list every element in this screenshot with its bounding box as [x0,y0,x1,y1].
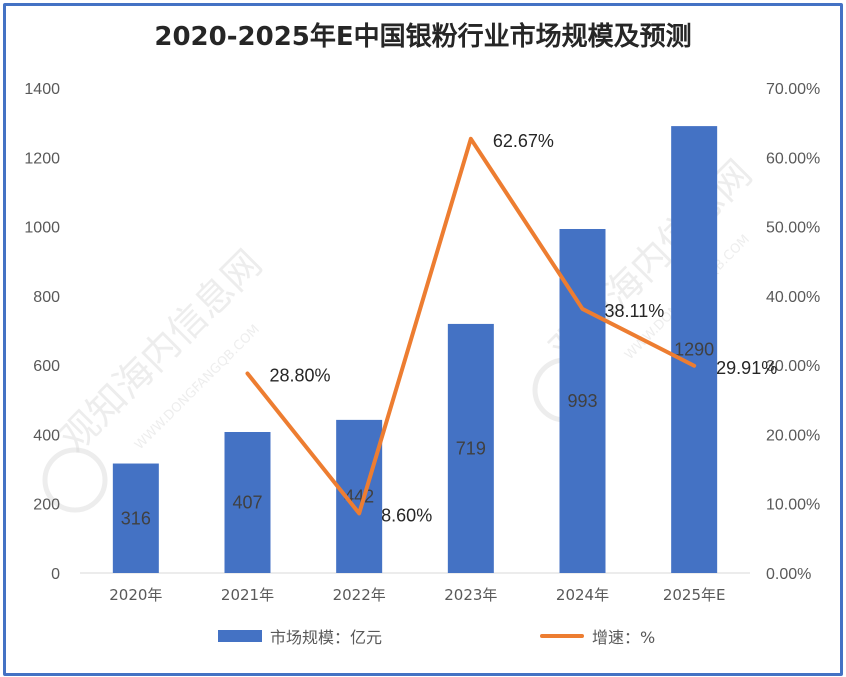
left-tick-label: 600 [33,358,60,375]
bar-data-label: 316 [121,508,151,528]
line-data-label: 62.67% [493,131,554,151]
line-data-label: 38.11% [605,301,665,321]
left-tick-label: 200 [33,497,60,514]
watermark-layer: 观知海内信息网WWW.DONGFANGQB.COM观知海内信息网WWW.DONG… [42,151,760,513]
legend-bar-swatch [218,630,262,642]
left-tick-label: 1000 [24,220,60,237]
category-label: 2025年E [663,586,726,604]
line-data-label: 8.60% [381,505,432,525]
line-point [247,372,248,374]
left-tick-label: 800 [33,289,60,306]
watermark-logo-icon [42,447,108,513]
line-data-label: 29.91% [716,358,777,378]
category-label: 2023年 [444,586,497,604]
right-tick-label: 60.00% [766,150,820,167]
category-label: 2020年 [109,586,162,604]
right-tick-label: 20.00% [766,427,820,444]
right-tick-label: 40.00% [766,289,820,306]
right-tick-label: 70.00% [766,81,820,98]
right-axis-ticks: 0.00% 10.00% 20.00% 30.00% 40.00% 50.00% 60.00… [766,81,820,583]
chart-title: 2020-2025年E中国银粉行业市场规模及预测 [154,22,692,52]
right-tick-label: 50.00% [766,220,820,237]
bar [671,126,718,573]
left-tick-label: 1200 [24,150,60,167]
line-data-label: 28.80% [270,365,331,385]
line-series [245,136,697,516]
right-tick-label: 30.00% [766,358,820,375]
line-data-labels: 28.80% 8.60% 62.67% 38.11% 29.91% [270,131,778,526]
bar-data-label: 407 [232,493,262,513]
bar-data-label: 719 [456,438,486,458]
legend-bar-label: 市场规模：亿元 [270,628,383,647]
legend-line-swatch [540,634,584,638]
category-labels: 2020年 2021年 2022年 2023年 2024年 2025年E [109,586,725,604]
line-point [582,308,583,310]
bar-data-label: 993 [567,391,597,411]
bar [447,323,494,573]
left-tick-label: 400 [33,427,60,444]
left-axis-ticks: 0 200 400 600 800 1000 1200 1400 [24,81,60,583]
legend-bar-entry: 市场规模：亿元 [218,624,382,648]
right-tick-label: 0.00% [766,566,811,583]
line-point [470,138,472,140]
legend-line-label: 增速：% [592,628,656,647]
category-label: 2021年 [221,586,274,604]
left-tick-label: 1400 [24,81,60,98]
legend-line-entry: 增速：% [540,624,655,648]
bar-data-label: 1290 [674,340,714,360]
right-tick-label: 10.00% [766,497,820,514]
line-point [693,365,695,367]
bar [224,432,271,573]
line-point [358,512,360,514]
bar-series [112,126,718,573]
category-label: 2022年 [333,586,386,604]
left-tick-label: 0 [51,566,60,583]
bar [112,463,159,573]
category-label: 2024年 [556,586,609,604]
